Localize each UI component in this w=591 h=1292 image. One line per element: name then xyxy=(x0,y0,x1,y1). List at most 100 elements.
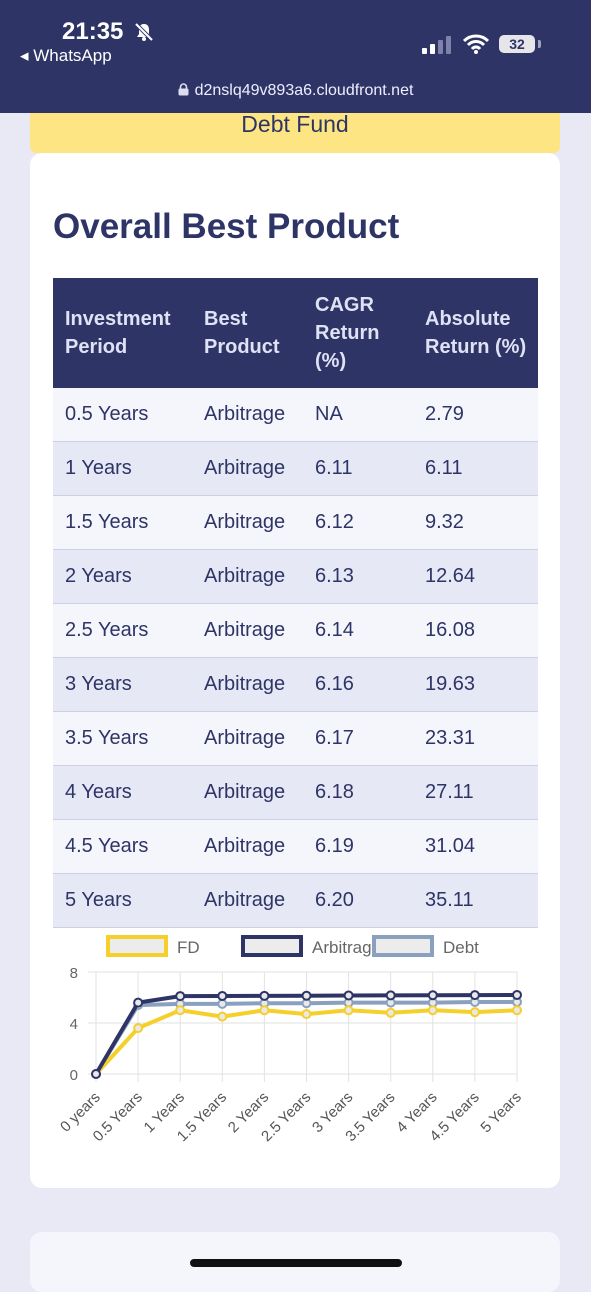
cell-cagr: 6.16 xyxy=(303,657,413,712)
table-row: 2.5 Years Arbitrage 6.14 16.08 xyxy=(53,603,538,658)
section-title: Overall Best Product xyxy=(53,207,400,246)
status-time: 21:35 xyxy=(62,18,124,45)
data-point-fd xyxy=(469,1007,480,1018)
col-absolute-return: Absolute Return (%) xyxy=(413,278,538,388)
cell-period: 3 Years xyxy=(53,657,192,712)
cell-period: 2.5 Years xyxy=(53,603,192,658)
data-point-fd xyxy=(343,1005,354,1016)
cell-period: 3.5 Years xyxy=(53,711,192,766)
data-point-fd xyxy=(175,1005,186,1016)
best-product-table: Investment Period Best Product CAGR Retu… xyxy=(53,278,538,928)
data-point-arbitrage xyxy=(259,990,270,1001)
data-point-fd xyxy=(385,1007,396,1018)
cell-product: Arbitrage xyxy=(192,603,303,658)
cell-period: 4 Years xyxy=(53,765,192,820)
data-point-arbitrage xyxy=(133,997,144,1008)
home-indicator[interactable] xyxy=(190,1259,402,1267)
cell-absolute: 9.32 xyxy=(413,495,538,550)
table-row: 2 Years Arbitrage 6.13 12.64 xyxy=(53,549,538,604)
data-point-fd xyxy=(427,1005,438,1016)
table-row: 4 Years Arbitrage 6.18 27.11 xyxy=(53,765,538,820)
data-point-fd xyxy=(259,1005,270,1016)
cell-product: Arbitrage xyxy=(192,711,303,766)
data-point-fd xyxy=(301,1009,312,1020)
legend-label-debt: Debt xyxy=(443,938,479,957)
cell-period: 0.5 Years xyxy=(53,388,192,442)
data-point-arbitrage xyxy=(427,990,438,1001)
data-point-debt xyxy=(217,998,228,1009)
legend-label-arbitrage: Arbitrage xyxy=(312,938,381,957)
battery-tip xyxy=(538,40,541,48)
cell-absolute: 31.04 xyxy=(413,819,538,874)
cell-product: Arbitrage xyxy=(192,657,303,712)
cell-product: Arbitrage xyxy=(192,765,303,820)
col-investment-period: Investment Period xyxy=(53,278,192,388)
data-point-arbitrage xyxy=(469,990,480,1001)
table-row: 1.5 Years Arbitrage 6.12 9.32 xyxy=(53,495,538,550)
debt-fund-label: Debt Fund xyxy=(241,111,349,137)
cell-cagr: 6.17 xyxy=(303,711,413,766)
cell-cagr: 6.19 xyxy=(303,819,413,874)
cell-cagr: 6.11 xyxy=(303,441,413,496)
cell-period: 2 Years xyxy=(53,549,192,604)
table-row: 3.5 Years Arbitrage 6.17 23.31 xyxy=(53,711,538,766)
cell-cagr: 6.20 xyxy=(303,873,413,928)
data-point-fd xyxy=(217,1011,228,1022)
y-tick-label: 0 xyxy=(70,1067,78,1084)
status-bar: 21:35 ◂ WhatsApp 32 d2nslq49v893a6.cloud… xyxy=(0,0,591,113)
table-row: 4.5 Years Arbitrage 6.19 31.04 xyxy=(53,819,538,874)
data-point-fd xyxy=(512,1005,522,1016)
wifi-icon xyxy=(463,34,489,54)
data-point-arbitrage xyxy=(91,1069,101,1079)
table-row: 1 Years Arbitrage 6.11 6.11 xyxy=(53,441,538,496)
bell-muted-icon xyxy=(134,22,154,42)
cell-absolute: 23.31 xyxy=(413,711,538,766)
y-tick-label: 4 xyxy=(70,1016,78,1033)
cell-product: Arbitrage xyxy=(192,495,303,550)
cell-absolute: 27.11 xyxy=(413,765,538,820)
cell-absolute: 19.63 xyxy=(413,657,538,712)
legend-swatch-fd xyxy=(106,935,168,957)
x-tick-label: 5 Years xyxy=(477,1089,524,1136)
col-best-product: Best Product xyxy=(192,278,303,388)
cell-absolute: 6.11 xyxy=(413,441,538,496)
cell-cagr: 6.18 xyxy=(303,765,413,820)
overall-best-product-card: Overall Best Product Investment Period B… xyxy=(30,153,560,1188)
lock-icon xyxy=(178,83,189,96)
cell-product: Arbitrage xyxy=(192,873,303,928)
data-point-fd xyxy=(133,1023,144,1034)
url-bar[interactable]: d2nslq49v893a6.cloudfront.net xyxy=(0,82,591,100)
cell-period: 1 Years xyxy=(53,441,192,496)
cell-cagr: 6.14 xyxy=(303,603,413,658)
data-point-arbitrage xyxy=(217,990,228,1001)
data-point-arbitrage xyxy=(385,990,396,1001)
battery-icon: 32 xyxy=(499,35,535,53)
debt-fund-card: Debt Fund xyxy=(30,113,560,153)
cell-cagr: NA xyxy=(303,388,413,442)
cell-cagr: 6.13 xyxy=(303,549,413,604)
cell-absolute: 35.11 xyxy=(413,873,538,928)
table-header-row: Investment Period Best Product CAGR Retu… xyxy=(53,278,538,388)
legend-label-fd: FD xyxy=(177,938,200,957)
col-cagr-return: CAGR Return (%) xyxy=(303,278,413,388)
cell-absolute: 2.79 xyxy=(413,388,538,442)
cell-period: 1.5 Years xyxy=(53,495,192,550)
legend-swatch-debt xyxy=(372,935,434,957)
cell-absolute: 12.64 xyxy=(413,549,538,604)
table-row: 3 Years Arbitrage 6.16 19.63 xyxy=(53,657,538,712)
cell-product: Arbitrage xyxy=(192,819,303,874)
data-point-arbitrage xyxy=(343,990,354,1001)
table-row: 0.5 Years Arbitrage NA 2.79 xyxy=(53,388,538,442)
cell-product: Arbitrage xyxy=(192,549,303,604)
back-to-app-link[interactable]: ◂ WhatsApp xyxy=(20,46,112,65)
cell-absolute: 16.08 xyxy=(413,603,538,658)
legend-swatch-arbitrage xyxy=(241,935,303,957)
cell-period: 5 Years xyxy=(53,873,192,928)
url-text: d2nslq49v893a6.cloudfront.net xyxy=(194,82,414,99)
cellular-signal-icon xyxy=(422,36,451,54)
cell-period: 4.5 Years xyxy=(53,819,192,874)
data-point-arbitrage xyxy=(301,990,312,1001)
cell-product: Arbitrage xyxy=(192,441,303,496)
data-point-arbitrage xyxy=(175,991,186,1002)
